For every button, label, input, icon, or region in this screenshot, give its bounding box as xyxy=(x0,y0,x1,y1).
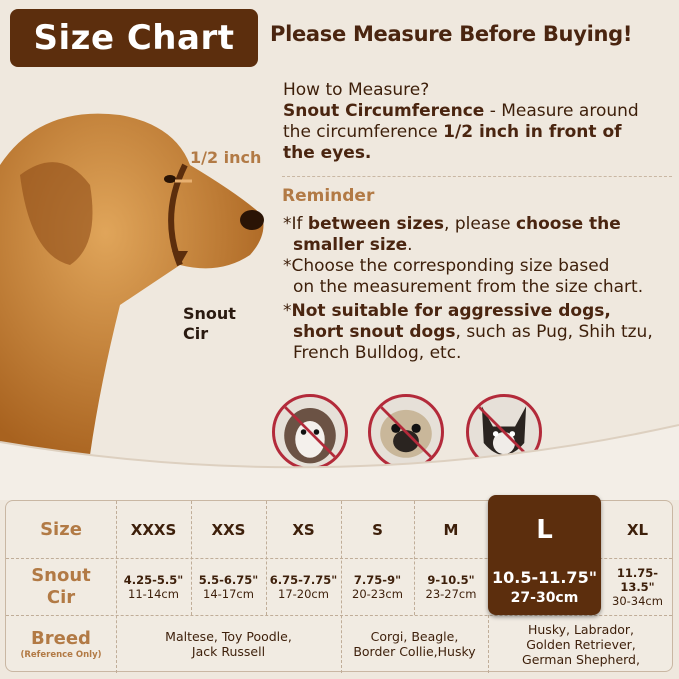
size-label: Size xyxy=(40,518,82,540)
snout-cir-cell: 10.5-11.75" 27-30cm xyxy=(488,558,601,615)
breed-text: Corgi, Beagle, xyxy=(370,629,459,644)
breed-note: (Reference Only) xyxy=(20,650,102,660)
size-value: L xyxy=(536,514,553,545)
size-cell: XL xyxy=(601,501,674,558)
desc-text: the circumference xyxy=(283,122,444,142)
col-divider xyxy=(266,501,267,615)
breed-text: Husky, Labrador, xyxy=(527,621,635,637)
size-value: M xyxy=(443,520,459,539)
inch-value: 7.75-9" xyxy=(353,572,402,587)
snout-cir-cell: 4.25-5.5" 11-14cm xyxy=(116,558,191,615)
desc-text: - Measure around xyxy=(484,101,639,121)
cm-value: 20-23cm xyxy=(352,586,403,601)
inch-value: 6.75-7.75" xyxy=(269,572,338,587)
size-value: XS xyxy=(292,520,315,539)
col-divider xyxy=(116,501,117,673)
breed-cell: Corgi, Beagle, Border Collie,Husky xyxy=(341,615,488,673)
snout-cir-cell: 9-10.5" 23-27cm xyxy=(414,558,488,615)
decorative-curve xyxy=(0,424,679,500)
cir-label: Cir xyxy=(46,586,76,608)
cm-value: 27-30cm xyxy=(510,589,579,606)
snout-cir-label: Snout Cir xyxy=(183,304,236,344)
golden-retriever-illustration xyxy=(0,113,264,455)
size-cell: M xyxy=(414,501,488,558)
breed-text: Jack Russell xyxy=(191,644,266,659)
desc-bold: 1/2 inch in front of xyxy=(443,122,622,142)
snout-row-label: Snout Cir xyxy=(6,558,116,615)
r-bold: Not suitable for aggressive dogs, xyxy=(291,301,611,321)
snout-label-line1: Snout xyxy=(183,304,236,323)
snout-cir-cell: 5.5-6.75" 14-17cm xyxy=(191,558,266,615)
inch-value: 11.75-13.5" xyxy=(616,565,659,594)
r-text: * xyxy=(283,301,292,321)
page-heading: Please Measure Before Buying! xyxy=(270,22,633,46)
reminder-list: *If between sizes, please choose the sma… xyxy=(283,214,653,364)
r-bold: short snout dogs xyxy=(293,322,456,342)
size-value: S xyxy=(372,520,383,539)
snout-circumference-term: Snout Circumference xyxy=(283,101,485,121)
size-value: XXXS xyxy=(130,520,177,539)
breed-text: German Shepherd, xyxy=(522,651,640,667)
how-to-question: How to Measure? xyxy=(283,80,430,100)
snout-cir-cell: 6.75-7.75" 17-20cm xyxy=(266,558,341,615)
breed-row-label: Breed (Reference Only) xyxy=(6,615,116,673)
snout-label: Snout xyxy=(31,564,91,586)
cm-value: 17-20cm xyxy=(278,586,329,601)
inch-value: 4.25-5.5" xyxy=(123,572,184,587)
cm-value: 11-14cm xyxy=(128,586,179,601)
col-divider xyxy=(191,501,192,615)
snout-cir-cell: 11.75-13.5" 30-34cm xyxy=(601,558,674,615)
reminder-title: Reminder xyxy=(282,186,375,206)
inch-value: 10.5-11.75" xyxy=(491,567,598,587)
size-chart-title: Size Chart xyxy=(10,9,258,67)
r-text: on the measurement from the size chart. xyxy=(293,277,644,297)
divider xyxy=(282,176,672,177)
breed-cell: Maltese, Toy Poodle, Jack Russell xyxy=(116,615,341,673)
half-inch-label: 1/2 inch xyxy=(190,148,262,167)
r-text: , such as Pug, Shih tzu, xyxy=(455,322,653,342)
cm-value: 23-27cm xyxy=(425,586,477,601)
size-cell: L xyxy=(488,501,601,558)
how-to-measure: How to Measure? Snout Circumference - Me… xyxy=(283,80,639,164)
r-text: . xyxy=(407,235,413,255)
snout-label-line2: Cir xyxy=(183,324,209,343)
size-cell: XXS xyxy=(191,501,266,558)
r-text: , please xyxy=(444,214,516,234)
row-divider xyxy=(6,615,672,616)
desc-bold: the eyes. xyxy=(283,143,372,163)
size-value: XXS xyxy=(211,520,246,539)
size-cell: XS xyxy=(266,501,341,558)
size-value: XL xyxy=(626,520,649,539)
col-divider xyxy=(414,501,415,615)
inch-value: 5.5-6.75" xyxy=(198,572,259,587)
inch-value: 9-10.5" xyxy=(427,572,475,587)
cm-value: 14-17cm xyxy=(203,586,254,601)
pug-prohibited-icon xyxy=(368,394,444,470)
r-text: *If xyxy=(283,214,308,234)
r-text: *Choose the corresponding size based xyxy=(283,256,610,276)
breed-text: Golden Retriever, xyxy=(526,636,636,652)
breed-label: Breed xyxy=(31,628,91,649)
cm-value: 30-34cm xyxy=(612,593,663,608)
r-bold: between sizes xyxy=(307,214,445,234)
r-bold: choose the xyxy=(515,214,621,234)
size-row-label: Size xyxy=(6,501,116,558)
snout-cir-cell: 7.75-9" 20-23cm xyxy=(341,558,414,615)
col-divider xyxy=(488,615,489,673)
col-divider xyxy=(341,501,342,673)
row-divider xyxy=(6,558,672,559)
highlighted-size-l xyxy=(488,495,601,615)
size-cell: XXXS xyxy=(116,501,191,558)
breed-text: Border Collie,Husky xyxy=(353,644,476,659)
size-table: Size Snout Cir Breed (Reference Only) XXXS… xyxy=(5,495,674,673)
breed-text: Maltese, Toy Poodle, xyxy=(165,629,292,644)
size-cell: S xyxy=(341,501,414,558)
r-bold: smaller size xyxy=(293,235,408,255)
r-text: French Bulldog, etc. xyxy=(293,343,462,363)
breed-cell: Husky, Labrador, Golden Retriever, German … xyxy=(488,615,674,673)
